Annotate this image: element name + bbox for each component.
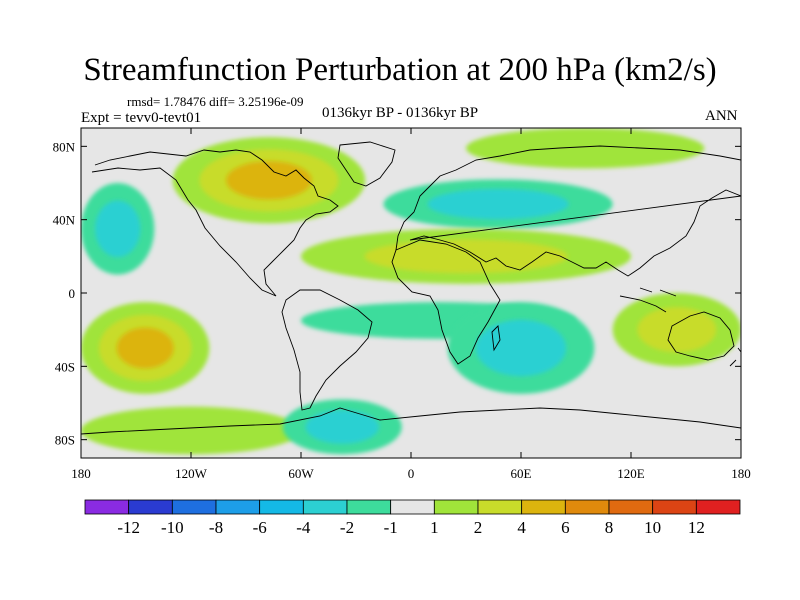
contour-region-10-level-1 — [637, 307, 717, 353]
colorbar-label: 8 — [605, 518, 614, 537]
colorbar-swatch — [84, 499, 130, 515]
colorbar-swatch — [608, 499, 654, 515]
colorbar-label: -2 — [340, 518, 354, 537]
x-tick-label: 0 — [408, 466, 415, 481]
colorbar-swatch — [564, 499, 610, 515]
colorbar-label: 2 — [474, 518, 483, 537]
contour-region-8-level-0 — [81, 406, 301, 455]
colorbar: -12 -10 -8 -6 -4 -2 -1 1 2 4 6 8 10 12 — [84, 499, 741, 537]
colorbar-label: -6 — [253, 518, 267, 537]
y-tick-label: 80N — [53, 139, 76, 154]
x-tick-label: 120E — [617, 466, 645, 481]
period-label: 0136kyr BP - 0136kyr BP — [322, 105, 479, 121]
x-tick-label: 120W — [175, 466, 208, 481]
contour-region-4-level-1 — [364, 239, 568, 274]
x-tick-label: 60W — [288, 466, 314, 481]
colorbar-label: 10 — [644, 518, 661, 537]
x-tick-label: 60E — [511, 466, 532, 481]
colorbar-swatch — [652, 499, 697, 515]
colorbar-label: -4 — [296, 518, 311, 537]
y-tick-label: 80S — [55, 433, 75, 448]
season-label: ANN — [705, 108, 738, 124]
colorbar-swatch — [128, 499, 173, 515]
colorbar-swatch — [346, 499, 392, 515]
y-tick-label: 0 — [69, 286, 76, 301]
colorbar-label: -1 — [384, 518, 398, 537]
colorbar-swatch — [171, 499, 217, 515]
coastlines — [81, 141, 741, 435]
contour-region-0-level-2 — [226, 161, 312, 200]
stats-label: rmsd= 1.78476 diff= 3.25196e-09 — [127, 94, 304, 109]
colorbar-label: 12 — [688, 518, 705, 537]
x-tick-label: 180 — [731, 466, 751, 481]
contour-region-7-level-1 — [475, 319, 567, 377]
colorbar-swatch — [477, 499, 523, 515]
colorbar-label: -8 — [209, 518, 223, 537]
colorbar-label: -12 — [117, 518, 140, 537]
experiment-label: Expt = tevv0-tevt01 — [81, 110, 202, 126]
contour-fields — [81, 128, 741, 455]
chart-title: Streamfunction Perturbation at 200 hPa (… — [83, 52, 717, 88]
contour-region-9-level-1 — [305, 409, 379, 444]
colorbar-swatch — [259, 499, 304, 515]
colorbar-swatch — [433, 499, 479, 515]
colorbar-swatch — [390, 499, 435, 515]
y-axis-ticks: 80N 40N 0 40S 80S — [53, 139, 741, 448]
colorbar-label: -10 — [161, 518, 184, 537]
y-tick-label: 40N — [53, 213, 76, 228]
y-tick-label: 40S — [55, 359, 75, 374]
contour-region-5-level-2 — [116, 327, 174, 369]
colorbar-label: 1 — [430, 518, 439, 537]
colorbar-swatch — [215, 499, 261, 515]
colorbar-label: 6 — [561, 518, 570, 537]
colorbar-swatch — [302, 499, 348, 515]
contour-region-2-level-1 — [427, 188, 569, 220]
contour-region-1-level-0 — [466, 128, 705, 169]
x-axis-ticks: 180 120W 60W 0 60E 120E 180 — [71, 128, 751, 481]
colorbar-swatch — [521, 499, 566, 515]
colorbar-label: 4 — [517, 518, 526, 537]
contour-region-3-level-1 — [95, 200, 141, 258]
colorbar-swatch — [695, 499, 741, 515]
x-tick-label: 180 — [71, 466, 91, 481]
